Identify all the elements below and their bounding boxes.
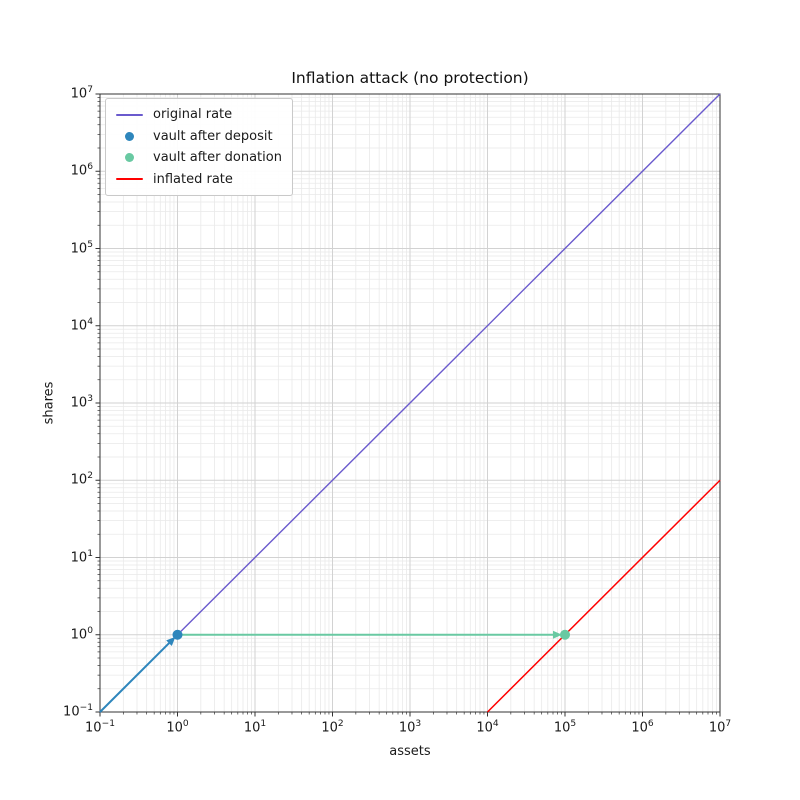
line-sample-icon — [115, 178, 143, 181]
legend-item-vault-after-donation: vault after donation — [114, 147, 282, 169]
x-tick-label: 105 — [553, 719, 577, 736]
x-tick-label: 107 — [708, 719, 732, 736]
x-tick-label: 103 — [398, 719, 422, 736]
chart-title: Inflation attack (no protection) — [291, 69, 529, 87]
y-tick-label: 100 — [70, 625, 93, 643]
legend-line-swatch — [114, 178, 144, 181]
y-tick-label: 107 — [70, 85, 93, 102]
legend-label: inflated rate — [153, 171, 233, 187]
legend-label: original rate — [153, 107, 233, 123]
y-tick-label: 105 — [70, 239, 93, 256]
x-tick-label: 102 — [321, 719, 344, 736]
legend-label: vault after deposit — [153, 128, 273, 144]
dot-marker-icon — [124, 153, 134, 163]
y-tick-label: 10−1 — [63, 703, 93, 720]
y-axis-label: shares — [41, 381, 57, 425]
y-tick-label: 106 — [70, 162, 93, 179]
x-tick-label: 100 — [166, 719, 189, 736]
legend-line-swatch — [114, 113, 144, 116]
x-tick-label: 106 — [631, 719, 654, 736]
y-tick-label: 101 — [70, 548, 93, 565]
x-axis-label: assets — [389, 744, 431, 759]
legend-dot-swatch — [114, 131, 144, 141]
dot-marker-icon — [124, 131, 134, 141]
legend-item-vault-after-deposit: vault after deposit — [114, 126, 282, 148]
y-tick-label: 104 — [70, 316, 93, 334]
y-tick-label: 102 — [70, 471, 93, 488]
legend-dot-swatch — [114, 153, 144, 163]
legend-item-original-rate: original rate — [114, 104, 282, 126]
x-tick-label: 101 — [243, 719, 267, 736]
x-tick-label: 104 — [476, 719, 499, 736]
legend-item-inflated-rate: inflated rate — [114, 169, 282, 191]
legend-label: vault after donation — [153, 150, 282, 166]
legend: original rate vault after deposit vault af… — [105, 98, 293, 196]
x-tick-label: 10−1 — [85, 719, 115, 736]
line-sample-icon — [115, 113, 143, 116]
y-tick-label: 103 — [70, 394, 93, 411]
